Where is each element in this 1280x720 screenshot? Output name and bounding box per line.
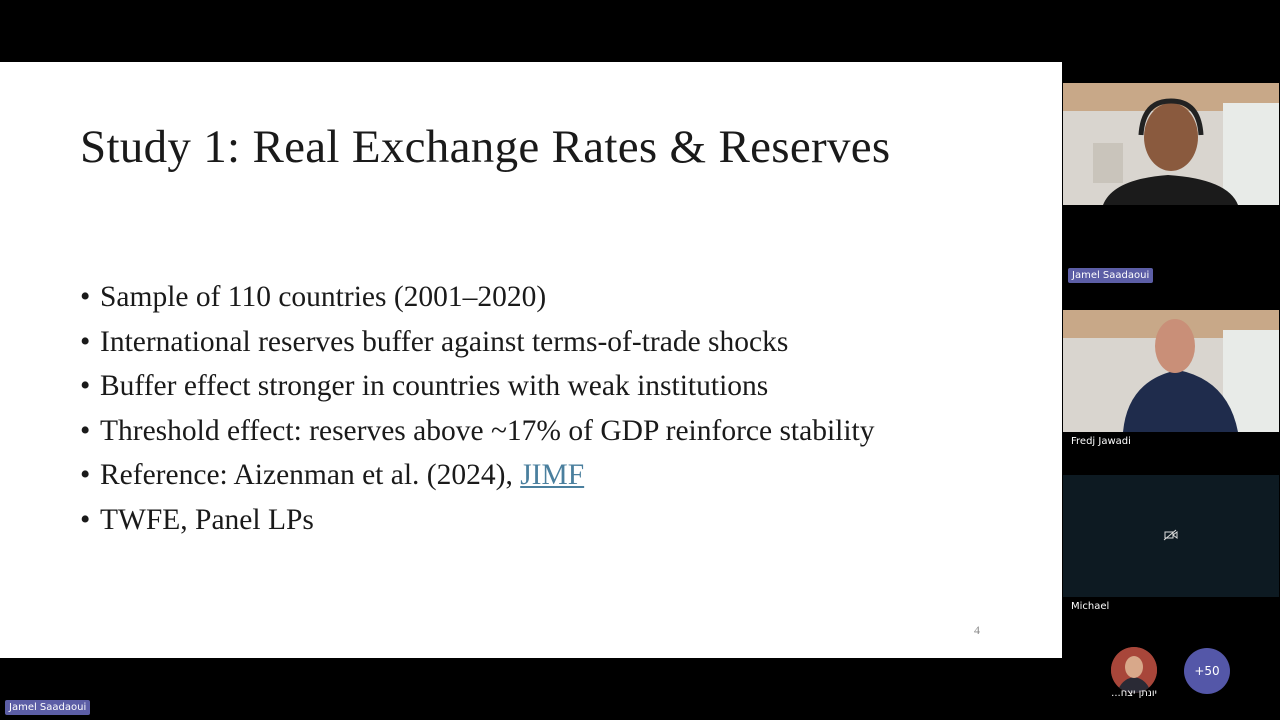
bullet-text: Threshold effect: reserves above ~17% of…: [100, 414, 875, 447]
video-frame: [1063, 83, 1279, 205]
bullet: • Reference: Aizenman et al. (2024), JIMF: [80, 456, 875, 501]
bullet-text: Reference: Aizenman et al. (2024),: [100, 459, 521, 491]
shared-slide: Study 1: Real Exchange Rates & Reserves …: [0, 62, 1062, 658]
person-head: [1155, 319, 1195, 373]
camera-lens: [1172, 531, 1178, 539]
camera-slash: [1163, 529, 1177, 541]
furniture: [1093, 143, 1123, 183]
bullet-symbol: •: [80, 414, 91, 447]
bullet-symbol: •: [80, 325, 91, 358]
headphones: [1138, 98, 1204, 136]
camera-off-icon: [1163, 529, 1178, 541]
participant-avatar[interactable]: [1111, 647, 1157, 693]
person-body: [1123, 370, 1238, 432]
avatar-head: [1125, 656, 1143, 678]
bullet-list: • Sample of 110 countries (2001–2020) • In…: [80, 278, 875, 545]
video-tile[interactable]: [1063, 310, 1279, 432]
bullet-text: TWFE, Panel LPs: [100, 503, 314, 536]
bullet: • TWFE, Panel LPs: [80, 501, 875, 546]
reference-link[interactable]: JIMF: [520, 459, 585, 491]
window: [1223, 103, 1279, 205]
person-body: [1103, 175, 1238, 205]
participant-name: Jamel Saadaoui: [1068, 268, 1154, 283]
video-frame: [1063, 310, 1279, 432]
bullet-symbol: •: [80, 370, 91, 402]
bullet-text: International reserves buffer against te…: [100, 325, 789, 358]
participant-name: יונתן יצח...: [1111, 688, 1157, 699]
bullet-symbol: •: [80, 503, 91, 536]
bullet-symbol: •: [80, 459, 91, 491]
participant-name: Fredj Jawadi: [1071, 436, 1131, 447]
bullet: • Sample of 110 countries (2001–2020): [80, 278, 875, 323]
video-tile[interactable]: [1063, 475, 1279, 597]
participant-name: Michael: [1071, 601, 1110, 612]
bullet: • Threshold effect: reserves above ~17% o…: [80, 412, 875, 457]
slide-title: Study 1: Real Exchange Rates & Reserves: [80, 121, 891, 173]
avatar-body: [1117, 677, 1151, 693]
bullet-text: Buffer effect stronger in countries with…: [100, 370, 769, 402]
bullet: • International reserves buffer against t…: [80, 323, 875, 368]
bullet-text: Sample of 110 countries (2001–2020): [100, 281, 547, 313]
bullet-symbol: •: [80, 281, 91, 313]
person-head: [1144, 103, 1198, 171]
avatar-image: [1111, 647, 1157, 693]
more-participants-button[interactable]: +50: [1184, 648, 1230, 694]
page-number: 4: [974, 623, 980, 637]
bullet: • Buffer effect stronger in countries wit…: [80, 367, 875, 412]
speaker-label: Jamel Saadaoui: [5, 700, 91, 715]
video-tile[interactable]: [1063, 83, 1279, 205]
